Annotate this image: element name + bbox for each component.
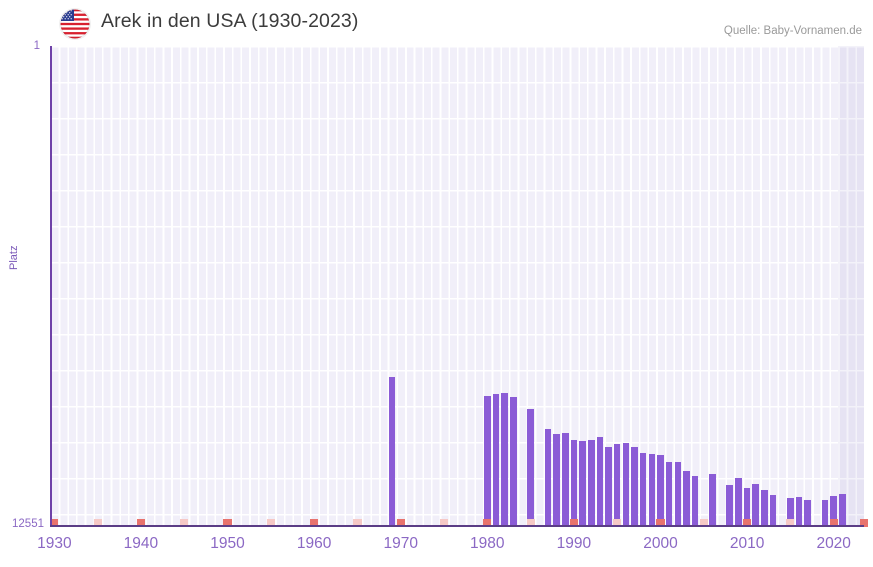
bar: [665, 461, 673, 525]
y-axis-tick-top: 1: [33, 40, 40, 52]
x-axis-tick-label: 1950: [210, 535, 245, 552]
x-axis-tick-label: 2020: [816, 535, 851, 552]
x-axis-tick-label: 2010: [729, 535, 765, 552]
x-axis-line: [50, 525, 864, 527]
bar: [639, 452, 647, 525]
bar: [622, 443, 630, 525]
bar: [587, 439, 595, 525]
bar: [631, 447, 638, 525]
x-axis-tick-label: 1980: [470, 535, 505, 552]
bar: [388, 377, 396, 525]
bar: [492, 393, 500, 525]
x-axis-tick-label: 1960: [296, 535, 332, 552]
bar: [709, 473, 716, 525]
bar: [839, 493, 846, 525]
source-note: Quelle: Baby-Vornamen.de: [723, 25, 862, 37]
bar: [735, 478, 742, 525]
bar: [501, 393, 508, 525]
bar: [648, 453, 656, 525]
bar: [821, 499, 829, 525]
x-axis-tick-label: 1990: [556, 535, 592, 552]
bar: [570, 439, 578, 525]
bar: [795, 496, 803, 525]
bar: [804, 499, 811, 525]
bar-series: [50, 46, 864, 525]
bar: [605, 447, 612, 525]
bar: [761, 490, 768, 525]
bar: [553, 433, 560, 525]
bar: [726, 484, 734, 525]
bar: [561, 433, 569, 525]
bar: [674, 462, 682, 525]
bar: [484, 396, 491, 525]
bar: [683, 470, 690, 525]
x-axis-tick-label: 2000: [643, 535, 678, 552]
x-axis-tick-label: 1940: [123, 535, 159, 552]
chart-header: Arek in den USA (1930-2023) Quelle: Baby…: [0, 0, 873, 46]
x-axis-tick-label: 1930: [37, 535, 72, 552]
bar: [544, 429, 552, 525]
bar: [752, 484, 760, 525]
bar: [527, 408, 534, 525]
bar: [613, 444, 621, 525]
y-axis-line: [50, 46, 52, 525]
plot-area: [50, 46, 864, 525]
us-flag-icon: [60, 9, 90, 39]
y-axis-title: Platz: [8, 245, 20, 270]
y-axis-tick-bottom: 12551: [12, 518, 44, 530]
bar: [596, 437, 604, 525]
bar: [691, 475, 699, 525]
x-axis-tick-label: 1970: [383, 535, 418, 552]
bar: [657, 455, 664, 525]
bar: [509, 397, 517, 525]
bar: [769, 495, 777, 525]
bar: [579, 440, 586, 525]
page-title: Arek in den USA (1930-2023): [101, 10, 359, 32]
